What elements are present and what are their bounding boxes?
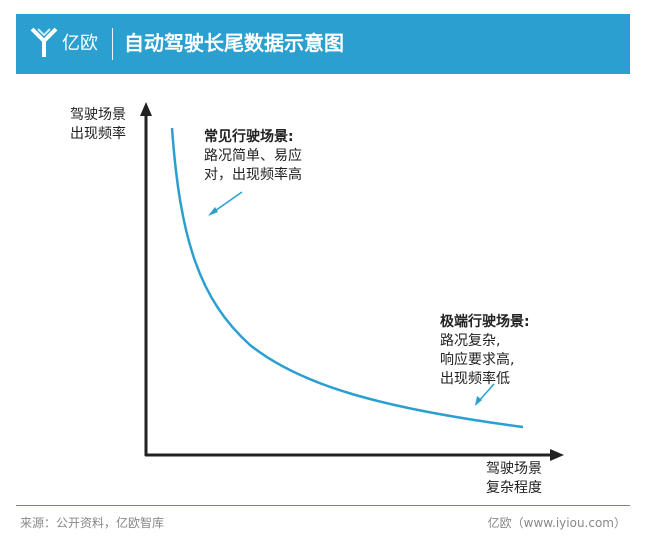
footer-divider <box>16 505 630 506</box>
y-axis-label: 驾驶场景 出现频率 <box>70 106 126 144</box>
brand-note: 亿欧（www.iyiou.com） <box>487 516 626 530</box>
x-axis-label-line2: 复杂程度 <box>486 480 542 496</box>
common-scenario-note: 常见行驶场景: 路况简单、易应 对，出现频率高 <box>204 128 302 185</box>
extreme-scenario-line3: 出现频率低 <box>440 371 510 387</box>
common-scenario-line2: 对，出现频率高 <box>204 167 302 183</box>
common-pointer-arrow-icon <box>208 191 243 216</box>
logo-text: 亿欧 <box>62 33 98 54</box>
x-axis-label: 驾驶场景 复杂程度 <box>486 460 542 498</box>
x-axis-arrow-icon <box>550 449 564 461</box>
extreme-scenario-heading: 极端行驶场景: <box>440 314 530 330</box>
extreme-scenario-line2: 响应要求高, <box>440 352 515 368</box>
header-bar: 亿欧 自动驾驶长尾数据示意图 <box>16 14 630 74</box>
y-axis-label-line1: 驾驶场景 <box>70 107 126 123</box>
yiou-logo-icon <box>30 27 58 63</box>
extreme-pointer-arrow-icon <box>475 383 495 406</box>
y-axis-arrow-icon <box>140 102 152 116</box>
common-scenario-line1: 路况简单、易应 <box>204 148 302 164</box>
source-note: 来源：公开资料，亿欧智库 <box>20 516 165 530</box>
y-axis-label-line2: 出现频率 <box>70 126 126 142</box>
extreme-scenario-note: 极端行驶场景: 路况复杂, 响应要求高, 出现频率低 <box>440 313 530 389</box>
page-title: 自动驾驶长尾数据示意图 <box>124 31 344 55</box>
header-divider <box>112 28 113 60</box>
common-scenario-heading: 常见行驶场景: <box>204 129 294 145</box>
x-axis-label-line1: 驾驶场景 <box>486 461 542 477</box>
extreme-scenario-line1: 路况复杂, <box>440 333 501 349</box>
long-tail-curve <box>170 127 524 429</box>
